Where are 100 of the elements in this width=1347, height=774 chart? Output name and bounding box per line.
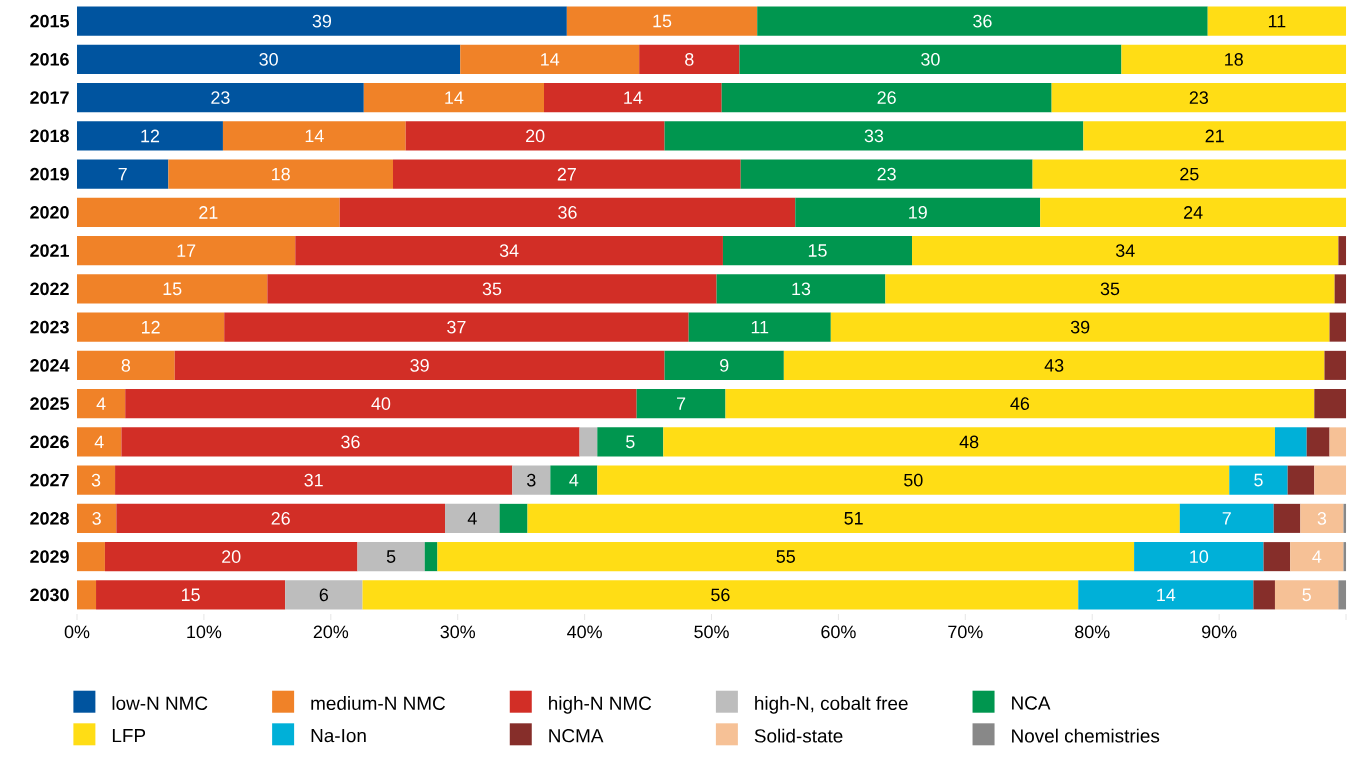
bar — [579, 427, 598, 457]
bar — [174, 350, 665, 380]
data-label: 39 — [1070, 320, 1090, 334]
bar — [688, 312, 831, 342]
legend-label: Na-Ion — [311, 729, 366, 743]
bar — [636, 389, 726, 419]
bar — [1207, 6, 1347, 36]
data-label: 4 — [467, 512, 477, 525]
bar — [739, 44, 1122, 74]
bar — [77, 6, 567, 36]
bar — [1338, 236, 1347, 266]
x-tick-label: 0% — [64, 625, 90, 639]
data-label: 12 — [141, 320, 160, 334]
data-label: 13 — [792, 282, 811, 296]
bar — [716, 274, 886, 304]
data-label: 14 — [1157, 588, 1176, 602]
data-label: 8 — [121, 359, 131, 372]
data-label: 36 — [973, 14, 992, 28]
bar — [77, 465, 116, 495]
data-label: 3 — [92, 512, 101, 525]
bar — [125, 389, 637, 419]
x-tick-label: 50% — [694, 625, 729, 639]
bar — [722, 236, 913, 266]
data-label: 9 — [720, 359, 729, 372]
data-label: 6 — [319, 588, 329, 602]
bar — [1078, 580, 1254, 610]
data-label: 31 — [304, 473, 323, 487]
bar — [566, 6, 758, 36]
data-label: 40 — [371, 397, 391, 410]
data-label: 7 — [118, 167, 127, 181]
data-label: 36 — [341, 435, 360, 449]
bar — [357, 542, 425, 572]
data-label: 34 — [1115, 244, 1135, 257]
bar — [295, 236, 723, 266]
data-label: 15 — [181, 588, 200, 602]
data-label: 8 — [685, 53, 694, 66]
data-label: 56 — [711, 588, 730, 602]
bar — [1324, 350, 1347, 380]
bar — [1287, 465, 1315, 495]
bar — [1334, 274, 1347, 304]
bar — [1274, 580, 1339, 610]
bar — [664, 121, 1084, 151]
data-label: 26 — [877, 91, 896, 104]
bar — [222, 121, 406, 151]
bar — [1314, 465, 1347, 495]
bar — [104, 542, 358, 572]
bar — [77, 542, 105, 572]
bar — [1343, 542, 1347, 572]
legend-label: high-N, cobalt free — [755, 696, 908, 714]
bar — [740, 159, 1033, 189]
data-label: 36 — [558, 206, 577, 219]
data-label: 46 — [1010, 397, 1030, 410]
data-label: 12 — [141, 129, 160, 143]
bar — [1229, 465, 1288, 495]
bar — [77, 503, 117, 533]
bar — [285, 580, 363, 610]
data-label: 11 — [1268, 14, 1286, 28]
y-tick-label: 2019 — [30, 167, 69, 181]
data-label: 5 — [1302, 588, 1311, 602]
bar — [1083, 121, 1347, 151]
bar — [1273, 503, 1301, 533]
bar — [1343, 503, 1347, 533]
bar — [1121, 44, 1347, 74]
x-tick-label: 30% — [440, 625, 476, 639]
data-label: 18 — [1225, 53, 1243, 66]
bar — [339, 197, 796, 227]
bar — [405, 121, 665, 151]
data-label: 27 — [557, 167, 576, 181]
data-label: 35 — [482, 282, 502, 296]
y-tick-label: 2016 — [30, 53, 69, 66]
bar — [499, 503, 528, 533]
legend-label: Solid-state — [754, 728, 843, 743]
data-label: 14 — [445, 91, 464, 104]
bar — [1263, 542, 1291, 572]
data-label: 3 — [1317, 512, 1327, 525]
data-label: 21 — [199, 206, 218, 219]
bar — [77, 312, 225, 342]
bar — [663, 427, 1275, 457]
bar — [1134, 542, 1264, 572]
bar — [1253, 580, 1275, 610]
data-label: 17 — [177, 244, 196, 257]
data-label: 14 — [624, 91, 643, 104]
data-label: 10 — [1190, 550, 1209, 563]
data-label: 14 — [541, 53, 560, 66]
bar — [1300, 503, 1344, 533]
bar — [639, 44, 740, 74]
data-label: 34 — [499, 244, 519, 257]
bar — [121, 427, 580, 457]
data-label: 39 — [410, 359, 429, 372]
data-label: 43 — [1044, 359, 1064, 372]
data-label: 39 — [312, 14, 332, 28]
data-label: 48 — [959, 435, 979, 449]
bar — [721, 83, 1052, 113]
bar — [830, 312, 1330, 342]
bar — [115, 465, 513, 495]
bar — [527, 503, 1180, 533]
data-label: 26 — [271, 512, 290, 525]
bar — [1040, 197, 1347, 227]
legend-label: NCMA — [549, 728, 604, 743]
data-label: 15 — [653, 14, 672, 28]
